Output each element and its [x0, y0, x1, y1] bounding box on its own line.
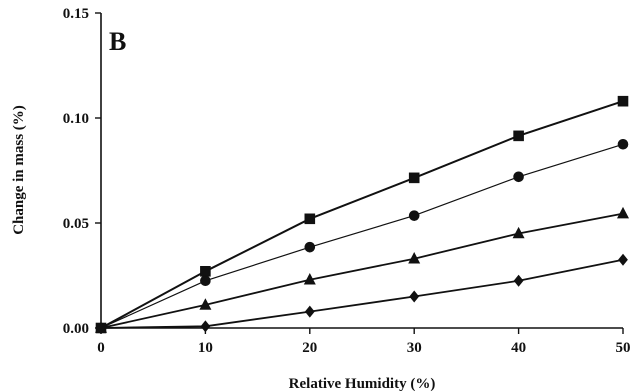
data-point-circle: [513, 171, 524, 183]
x-tick-label: 0: [97, 340, 105, 356]
x-tick-label: 20: [302, 340, 317, 356]
data-point-diamond: [96, 322, 106, 334]
y-tick-label: 0.15: [63, 6, 89, 22]
data-point-square: [304, 213, 316, 225]
y-axis-title: Change in mass (%): [11, 105, 27, 235]
x-tick-label: 30: [407, 340, 422, 356]
y-ticks: 0.00 0.05 0.10 0.15: [63, 6, 101, 337]
data-point-triangle: [303, 273, 316, 285]
series-lines: [100, 100, 624, 329]
data-point-square: [408, 172, 420, 184]
x-tick-label: 50: [616, 340, 631, 356]
data-point-circle: [408, 210, 420, 221]
x-axis-title: Relative Humidity (%): [289, 376, 436, 392]
data-point-triangle: [199, 298, 212, 310]
series-line-square: [100, 100, 624, 329]
data-point-triangle: [617, 206, 629, 219]
data-point-triangle: [512, 226, 525, 239]
x-ticks: 0 10 20 30 40 50: [97, 328, 631, 356]
x-tick-label: 40: [511, 340, 526, 356]
data-point-square: [617, 95, 629, 107]
data-point-square: [200, 265, 211, 277]
data-point-square: [513, 130, 524, 142]
data-point-triangle: [408, 252, 421, 264]
data-point-diamond: [200, 320, 211, 333]
series-line-circle: [100, 143, 624, 329]
data-point-diamond: [304, 305, 315, 318]
y-tick-label: 0.10: [63, 111, 89, 127]
data-point-diamond: [618, 253, 628, 266]
x-tick-label: 10: [198, 340, 213, 356]
series-line-triangle: [100, 212, 624, 329]
markers: [95, 95, 629, 334]
data-point-circle: [200, 275, 211, 287]
series-line-diamond: [100, 258, 624, 329]
axes: [100, 13, 623, 329]
data-point-diamond: [409, 290, 420, 303]
data-point-diamond: [513, 274, 524, 287]
data-point-circle: [304, 241, 316, 253]
data-point-circle: [617, 138, 629, 150]
y-tick-label: 0.00: [63, 321, 89, 337]
panel-label: B: [109, 27, 126, 56]
y-tick-label: 0.05: [63, 216, 89, 232]
